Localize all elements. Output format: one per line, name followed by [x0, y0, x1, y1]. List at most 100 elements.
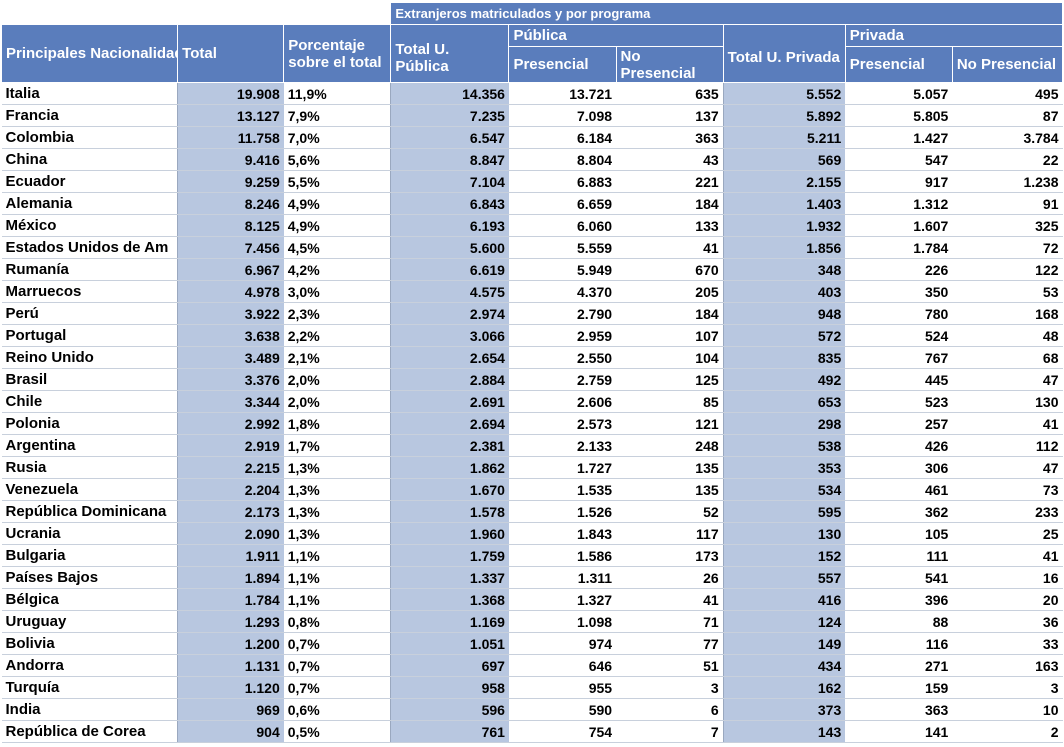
cell-total: 1.120: [177, 676, 284, 699]
cell-pub-no-presencial: 26: [616, 566, 724, 589]
cell-priv-no-presencial: 41: [952, 412, 1063, 435]
table-row: México 8.125 4,9% 6.193 6.060 133 1.932 1.607 32…: [1, 214, 1063, 237]
table-row: India 969 0,6% 596 590 6 373 363 10: [1, 698, 1063, 721]
cell-total-publica: 1.759: [390, 544, 509, 567]
cell-nationality: Polonia: [1, 412, 179, 435]
col-percent: Porcentaje sobre el total: [283, 24, 392, 83]
cell-nationality: Rusia: [1, 456, 179, 479]
cell-total-privada: 143: [722, 720, 846, 743]
cell-priv-no-presencial: 112: [952, 434, 1063, 457]
cell-total-publica: 2.884: [390, 368, 509, 391]
cell-percent: 5,5%: [283, 170, 391, 193]
cell-percent: 4,2%: [283, 258, 391, 281]
col-total: Total: [177, 24, 285, 83]
table-row: República Dominicana 2.173 1,3% 1.578 1.526 5…: [1, 500, 1063, 523]
cell-priv-no-presencial: 87: [952, 104, 1063, 127]
cell-priv-presencial: 426: [845, 434, 953, 457]
cell-total-privada: 538: [722, 434, 846, 457]
cell-total-privada: 124: [722, 610, 846, 633]
group-privada: Privada: [844, 24, 1064, 47]
cell-priv-no-presencial: 1.238: [952, 170, 1063, 193]
cell-nationality: Bélgica: [1, 588, 179, 611]
cell-total-privada: 2.155: [722, 170, 846, 193]
cell-total-publica: 2.654: [390, 346, 509, 369]
cell-pub-presencial: 2.790: [508, 302, 617, 325]
table-row: Polonia 2.992 1,8% 2.694 2.573 121 298 257 41: [1, 412, 1063, 435]
table-row: Países Bajos 1.894 1,1% 1.337 1.311 26 557 541 1…: [1, 566, 1063, 589]
cell-priv-no-presencial: 130: [952, 390, 1063, 413]
cell-priv-presencial: 257: [845, 412, 953, 435]
cell-pub-no-presencial: 670: [616, 258, 724, 281]
cell-total-publica: 1.578: [390, 500, 509, 523]
cell-percent: 7,0%: [283, 126, 391, 149]
cell-priv-no-presencial: 48: [952, 324, 1063, 347]
cell-priv-presencial: 1.312: [845, 192, 953, 215]
cell-total: 2.090: [177, 522, 284, 545]
cell-priv-no-presencial: 36: [952, 610, 1063, 633]
cell-priv-presencial: 541: [845, 566, 953, 589]
cell-total-privada: 569: [722, 148, 846, 171]
cell-total-publica: 958: [390, 676, 509, 699]
cell-total-publica: 1.670: [390, 478, 509, 501]
cell-priv-no-presencial: 3.784: [952, 126, 1063, 149]
cell-priv-no-presencial: 47: [952, 368, 1063, 391]
col-total-publica: Total U. Pública: [390, 24, 510, 83]
cell-total-publica: 697: [390, 654, 509, 677]
cell-priv-presencial: 363: [845, 698, 953, 721]
cell-priv-presencial: 5.805: [845, 104, 953, 127]
table-row: Rusia 2.215 1,3% 1.862 1.727 135 353 306 47: [1, 456, 1063, 479]
cell-pub-presencial: 955: [508, 676, 617, 699]
table-row: Bélgica 1.784 1,1% 1.368 1.327 41 416 396 20: [1, 588, 1063, 611]
cell-total: 8.246: [177, 192, 284, 215]
cell-pub-presencial: 2.759: [508, 368, 617, 391]
cell-total: 1.911: [177, 544, 284, 567]
cell-priv-no-presencial: 16: [952, 566, 1063, 589]
cell-total-privada: 653: [722, 390, 846, 413]
cell-total: 6.967: [177, 258, 284, 281]
cell-total-publica: 1.337: [390, 566, 509, 589]
cell-priv-presencial: 1.607: [845, 214, 953, 237]
cell-pub-presencial: 646: [508, 654, 617, 677]
cell-pub-no-presencial: 6: [616, 698, 724, 721]
cell-priv-presencial: 524: [845, 324, 953, 347]
table-row: Ecuador 9.259 5,5% 7.104 6.883 221 2.155 917 1.2…: [1, 170, 1063, 193]
cell-pub-presencial: 2.133: [508, 434, 617, 457]
cell-pub-no-presencial: 173: [616, 544, 724, 567]
cell-total-publica: 1.169: [390, 610, 509, 633]
cell-total: 3.638: [177, 324, 284, 347]
cell-pub-no-presencial: 41: [616, 588, 724, 611]
cell-pub-no-presencial: 205: [616, 280, 724, 303]
cell-pub-no-presencial: 85: [616, 390, 724, 413]
cell-priv-presencial: 116: [845, 632, 953, 655]
cell-pub-presencial: 5.949: [508, 258, 617, 281]
cell-nationality: China: [1, 148, 179, 171]
cell-total-publica: 761: [390, 720, 509, 743]
cell-total-publica: 4.575: [390, 280, 509, 303]
cell-total-privada: 5.892: [722, 104, 846, 127]
cell-percent: 1,1%: [283, 566, 391, 589]
col-pub-presencial: Presencial: [508, 46, 617, 83]
cell-pub-no-presencial: 184: [616, 302, 724, 325]
cell-priv-no-presencial: 91: [952, 192, 1063, 215]
cell-pub-no-presencial: 117: [616, 522, 724, 545]
cell-priv-no-presencial: 233: [952, 500, 1063, 523]
table-row: Portugal 3.638 2,2% 3.066 2.959 107 572 524 48: [1, 324, 1063, 347]
cell-percent: 2,0%: [283, 368, 391, 391]
cell-total-privada: 534: [722, 478, 846, 501]
cell-pub-no-presencial: 135: [616, 478, 724, 501]
cell-pub-no-presencial: 121: [616, 412, 724, 435]
cell-pub-presencial: 6.659: [508, 192, 617, 215]
cell-pub-presencial: 4.370: [508, 280, 617, 303]
cell-total-privada: 948: [722, 302, 846, 325]
cell-total-publica: 596: [390, 698, 509, 721]
group-publica: Pública: [508, 24, 724, 47]
cell-total-privada: 1.856: [722, 236, 846, 259]
table-row: Andorra 1.131 0,7% 697 646 51 434 271 163: [1, 654, 1063, 677]
cell-percent: 0,7%: [283, 632, 391, 655]
cell-pub-presencial: 2.959: [508, 324, 617, 347]
cell-priv-presencial: 350: [845, 280, 953, 303]
cell-priv-no-presencial: 495: [952, 82, 1063, 105]
cell-priv-no-presencial: 22: [952, 148, 1063, 171]
table-row: Venezuela 2.204 1,3% 1.670 1.535 135 534 461 73: [1, 478, 1063, 501]
